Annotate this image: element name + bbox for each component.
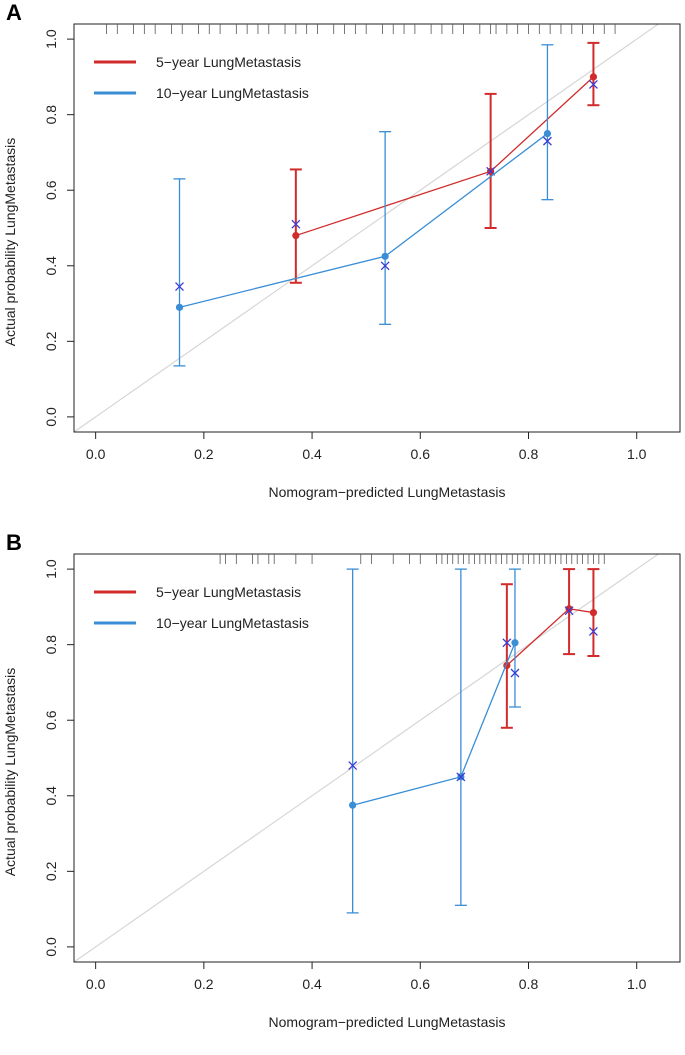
legend-label: 10−year LungMetastasis [156,615,309,631]
y-axis-label: Actual probability LungMetastasis [2,668,18,877]
x-tick-label: 0.8 [519,976,539,992]
plot-frame [73,23,681,433]
observed-point [589,608,598,617]
plot-frame [73,553,681,963]
x-tick-label: 0.2 [194,976,214,992]
series-line [352,642,516,806]
x-tick-label: 0.6 [411,976,431,992]
observed-point [543,129,552,138]
legend-label: 5−year LungMetastasis [156,54,301,70]
corrected-point [291,219,301,229]
legend-label: 5−year LungMetastasis [156,584,301,600]
corrected-point [588,626,598,636]
y-tick-label: 0.2 [43,861,59,881]
y-tick-label: 0.2 [43,331,59,351]
observed-point [381,252,389,260]
y-tick-label: 0.0 [43,407,59,427]
observed-point [565,605,573,613]
x-tick-label: 1.0 [627,976,647,992]
x-tick-label: 0.4 [302,976,322,992]
corrected-point [502,638,512,648]
calibration-chart-a: 0.0 0.2 0.4 0.6 0.8 1.0 0.0 0.2 0.4 0.6 0.8 1.0 Nomo… [2,23,681,500]
panel-label: A [6,0,22,25]
x-tick-label: 0.6 [411,446,431,462]
x-axis-label: Nomogram−predicted LungMetastasis [269,484,506,500]
corrected-point [348,761,358,771]
observed-point [349,801,357,809]
calibration-chart-b: 0.0 0.2 0.4 0.6 0.8 1.0 0.0 0.2 0.4 0.6 0.8 1.0 Nomo… [2,553,681,1030]
y-tick-label: 0.4 [43,786,59,806]
panel-label: B [6,530,22,555]
x-tick-label: 0.0 [86,446,106,462]
corrected-point [542,136,552,146]
x-tick-label: 0.2 [194,446,214,462]
ideal-reference-line [74,554,660,962]
y-tick-label: 0.0 [43,937,59,957]
corrected-point [175,282,184,292]
observed-point [292,231,300,240]
series-line [179,133,548,308]
y-tick-label: 0.8 [43,635,59,655]
x-tick-label: 0.4 [302,446,322,462]
x-tick-label: 0.0 [86,976,106,992]
corrected-point [456,772,466,782]
observed-point [511,639,519,647]
x-tick-label: 0.8 [519,446,539,462]
corrected-point [564,606,574,616]
corrected-point [588,79,598,89]
observed-point [589,73,598,81]
y-axis-label: Actual probability LungMetastasis [2,138,18,347]
y-tick-label: 1.0 [43,559,59,579]
observed-point [175,303,184,311]
y-tick-label: 0.6 [43,710,59,730]
y-tick-label: 0.8 [43,105,59,125]
corrected-point [510,668,520,678]
y-tick-label: 0.4 [43,256,59,276]
calibration-panel-b: B 0.0 0.2 0.4 0.6 0.8 1.0 0.0 0.2 0.4 0.6 0.8 1.0 No… [0,530,685,1055]
ideal-reference-line [74,24,660,432]
corrected-point [380,261,390,271]
x-axis-label: Nomogram−predicted LungMetastasis [269,1014,506,1030]
x-tick-label: 1.0 [627,446,647,462]
y-tick-label: 1.0 [43,29,59,49]
series-line [506,608,594,666]
calibration-panel-a: A 0.0 0.2 0.4 0.6 0.8 1.0 0.0 0.2 0.4 0.6 0.8 1.0 No… [0,0,685,520]
legend-label: 10−year LungMetastasis [156,85,309,101]
y-tick-label: 0.6 [43,180,59,200]
